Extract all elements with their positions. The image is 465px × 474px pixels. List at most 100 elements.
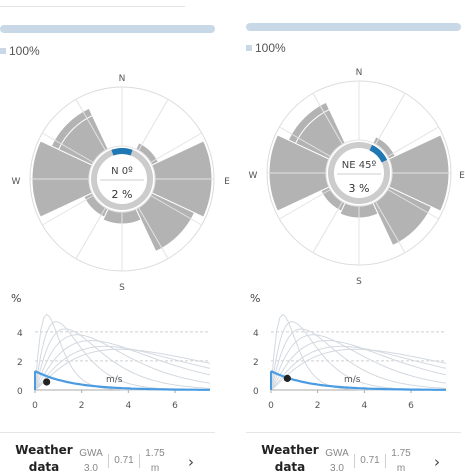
rose-inner-ring	[325, 139, 393, 207]
center-direction-label: N 0º	[111, 166, 133, 177]
selected-direction-arc	[369, 144, 388, 163]
x-tick-label: 6	[408, 401, 414, 411]
weibull-value: 0.71	[114, 455, 134, 466]
divider	[0, 6, 185, 7]
y-tick-label: 4	[17, 329, 23, 339]
wind-rose[interactable]: N E S W N 0º 2 %	[0, 68, 245, 298]
data-source: GWA 3.0	[325, 448, 349, 474]
rose-spoke	[387, 189, 439, 220]
weather-data-footer[interactable]: Weather data GWA 3.0 0.71 1.75 m ›	[0, 442, 215, 474]
distribution-curve	[34, 348, 211, 391]
share-legend: 100%	[0, 44, 40, 58]
selected-distribution-curve	[270, 370, 446, 391]
rose-spoke	[150, 195, 202, 226]
distribution-curve	[34, 339, 211, 391]
x-tick-label: 2	[315, 401, 321, 411]
chevron-right-icon[interactable]: ›	[434, 453, 440, 471]
share-bar[interactable]	[246, 23, 461, 31]
direction-n-label: N	[356, 68, 363, 78]
rose-spoke	[75, 99, 106, 151]
weather-data-footer[interactable]: Weather data GWA 3.0 0.71 1.75 m ›	[246, 442, 461, 474]
chevron-right-icon[interactable]: ›	[188, 453, 194, 471]
wind-rose[interactable]: N E S W NE 45º 3 %	[246, 62, 465, 292]
x-tick-label: 2	[79, 401, 85, 411]
measurement-height: 1.75 m	[391, 448, 411, 474]
direction-s-label: S	[119, 283, 125, 293]
direction-n-label: N	[119, 74, 126, 84]
distribution-curve	[270, 334, 447, 391]
rose-spoke	[279, 126, 331, 157]
x-axis-label: m/s	[344, 375, 361, 385]
separator	[354, 454, 355, 468]
direction-w-label: W	[249, 171, 258, 181]
distribution-curve	[270, 328, 447, 391]
weather-data-title: Weather data	[261, 443, 319, 474]
separator	[108, 454, 109, 468]
x-tick-label: 0	[268, 401, 274, 411]
wind-panel-left: 100% N E S W N 0º 2 % 0 2 4 0 2 4 6 % m/s	[0, 0, 230, 474]
legend-swatch	[0, 48, 6, 54]
wind-panel-right: 100% N E S W NE 45º 3 % 0 2 4 0 2 4 6 % m/s	[246, 0, 465, 474]
rose-spoke	[387, 126, 439, 157]
distribution-svg: 0 2 4 0 2 4 6 % m/s	[250, 292, 447, 411]
share-legend: 100%	[246, 41, 286, 55]
center-value-label: 3 %	[349, 182, 370, 195]
weibull-value: 0.71	[360, 455, 380, 466]
rose-spoke	[75, 207, 106, 259]
distribution-curve	[34, 345, 211, 391]
rose-spoke	[150, 132, 202, 163]
direction-s-label: S	[356, 277, 362, 287]
distribution-curve	[270, 339, 447, 391]
rose-spoke	[42, 195, 94, 226]
separator	[139, 454, 140, 468]
selected-distribution-curve	[34, 370, 210, 391]
distribution-curve	[34, 334, 211, 391]
rose-center-ring	[328, 142, 390, 204]
rose-spoke	[279, 189, 331, 220]
current-speed-marker	[283, 374, 291, 382]
distribution-curve	[34, 328, 211, 391]
share-label: 100%	[9, 44, 40, 58]
y-tick-label: 0	[17, 387, 23, 397]
direction-w-label: W	[12, 177, 21, 187]
distribution-curve	[270, 345, 447, 391]
x-tick-label: 4	[361, 401, 367, 411]
center-direction-label: NE 45º	[342, 160, 377, 171]
y-axis-label: %	[11, 292, 21, 305]
wind-speed-distribution-chart: 0 2 4 0 2 4 6 % m/s	[0, 290, 215, 420]
rose-spoke	[375, 93, 406, 145]
wind-rose-svg[interactable]: N E S W N 0º 2 %	[0, 68, 245, 298]
rose-inner-ring	[88, 145, 156, 213]
rose-spoke	[312, 201, 343, 253]
direction-e-label: E	[459, 171, 465, 181]
divider	[246, 432, 461, 433]
rose-spoke	[312, 93, 343, 145]
share-bar[interactable]	[0, 25, 215, 33]
rose-spoke	[138, 207, 169, 259]
x-tick-label: 0	[32, 401, 38, 411]
separator	[385, 454, 386, 468]
share-label: 100%	[255, 41, 286, 55]
y-tick-label: 0	[253, 387, 259, 397]
x-tick-label: 6	[172, 401, 178, 411]
direction-e-label: E	[224, 177, 230, 187]
legend-swatch	[246, 45, 252, 51]
x-axis-label: m/s	[106, 375, 123, 385]
current-speed-marker	[43, 378, 51, 386]
distribution-curve	[270, 348, 447, 391]
wind-speed-distribution-chart: 0 2 4 0 2 4 6 % m/s	[246, 290, 461, 420]
x-tick-label: 4	[125, 401, 131, 411]
data-source: GWA 3.0	[79, 448, 103, 474]
center-value-label: 2 %	[112, 188, 133, 201]
weather-data-title: Weather data	[15, 443, 73, 474]
rose-spoke	[138, 99, 169, 151]
wind-rose-svg[interactable]: N E S W NE 45º 3 %	[246, 62, 465, 292]
selected-direction-arc	[111, 148, 133, 156]
y-tick-label: 2	[253, 358, 259, 368]
y-tick-label: 2	[17, 358, 23, 368]
rose-spoke	[42, 132, 94, 163]
rose-spoke	[375, 201, 406, 253]
distribution-svg: 0 2 4 0 2 4 6 % m/s	[11, 292, 211, 411]
y-axis-label: %	[250, 292, 260, 305]
